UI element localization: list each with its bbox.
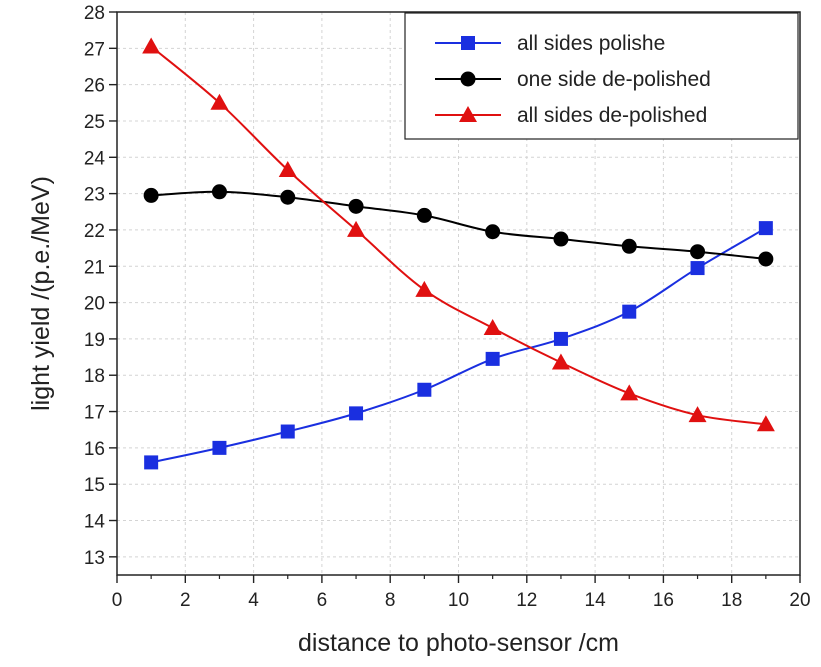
legend: all sides polishe one side de-polished all…	[404, 12, 799, 140]
x-tick-label: 12	[516, 590, 537, 611]
y-tick-label: 21	[84, 257, 105, 278]
data-point	[485, 224, 501, 240]
series-circle	[143, 184, 774, 267]
y-tick-label: 23	[84, 185, 105, 206]
data-point	[417, 382, 432, 397]
tick-labels: 0 2 4 6 8 10 12 14 16 18 2013141516171819202122232…	[84, 3, 811, 611]
data-point	[756, 415, 775, 432]
x-tick-label: 14	[585, 590, 607, 611]
data-point	[142, 37, 161, 54]
y-tick-label: 17	[84, 403, 105, 424]
x-axis-title: distance to photo-sensor /cm	[298, 629, 619, 657]
legend-marker	[460, 71, 476, 87]
data-point	[415, 280, 434, 297]
data-point	[621, 238, 637, 254]
series-line	[150, 45, 766, 426]
y-axis-title: light yield /(p.e./MeV)	[27, 176, 55, 411]
y-tick-label: 25	[84, 112, 105, 133]
y-tick-label: 15	[84, 475, 105, 496]
series-square	[144, 221, 773, 470]
y-tick-label: 24	[84, 148, 106, 169]
data-point	[278, 161, 297, 178]
legend-label: all sides polishe	[517, 32, 665, 55]
data-point	[620, 384, 639, 401]
y-tick-label: 26	[84, 76, 105, 97]
x-tick-label: 8	[385, 590, 396, 611]
data-point	[758, 251, 774, 267]
x-tick-label: 2	[180, 590, 191, 611]
data-point	[622, 304, 637, 319]
data-point	[416, 207, 432, 223]
legend-entry: all sides polishe	[435, 32, 665, 55]
data-point	[349, 406, 364, 421]
legend-marker	[461, 36, 475, 50]
x-tick-label: 10	[448, 590, 469, 611]
data-point	[212, 440, 227, 455]
data-point	[690, 244, 706, 260]
data-point	[483, 319, 502, 336]
data-point	[758, 221, 773, 236]
data-point	[485, 351, 500, 366]
series-line	[150, 227, 767, 464]
x-tick-label: 20	[789, 590, 810, 611]
data-point	[210, 93, 229, 110]
data-point	[348, 198, 364, 214]
data-point	[143, 187, 159, 203]
legend-label: all sides de-polished	[517, 104, 707, 127]
series-layer	[142, 37, 775, 470]
data-point	[553, 231, 569, 247]
x-tick-label: 0	[112, 590, 123, 611]
data-point	[211, 184, 227, 200]
data-point	[688, 406, 707, 423]
y-tick-label: 28	[84, 3, 105, 24]
series-triangle	[142, 37, 775, 432]
x-tick-label: 4	[248, 590, 259, 611]
x-tick-label: 18	[721, 590, 742, 611]
legend-label: one side de-polished	[517, 68, 711, 91]
data-point	[690, 261, 705, 276]
y-tick-label: 13	[84, 548, 105, 569]
grid-lines	[117, 12, 800, 575]
y-tick-label: 16	[84, 439, 105, 460]
y-tick-label: 22	[84, 221, 105, 242]
data-point	[551, 353, 570, 370]
axis-ticks	[109, 11, 801, 583]
x-tick-label: 6	[317, 590, 328, 611]
data-point	[280, 424, 295, 439]
data-point	[144, 455, 159, 470]
x-tick-label: 16	[653, 590, 674, 611]
y-tick-label: 14	[84, 512, 106, 533]
data-point	[347, 220, 366, 237]
y-tick-label: 19	[84, 330, 105, 351]
legend-entry: all sides de-polished	[435, 104, 707, 127]
series-line	[151, 190, 766, 260]
legend-entry: one side de-polished	[435, 68, 711, 91]
y-tick-label: 18	[84, 366, 105, 387]
y-tick-label: 20	[84, 294, 105, 315]
legend-marker	[459, 106, 477, 122]
y-tick-label: 27	[84, 39, 105, 60]
data-point	[280, 189, 296, 205]
data-point	[553, 331, 568, 346]
